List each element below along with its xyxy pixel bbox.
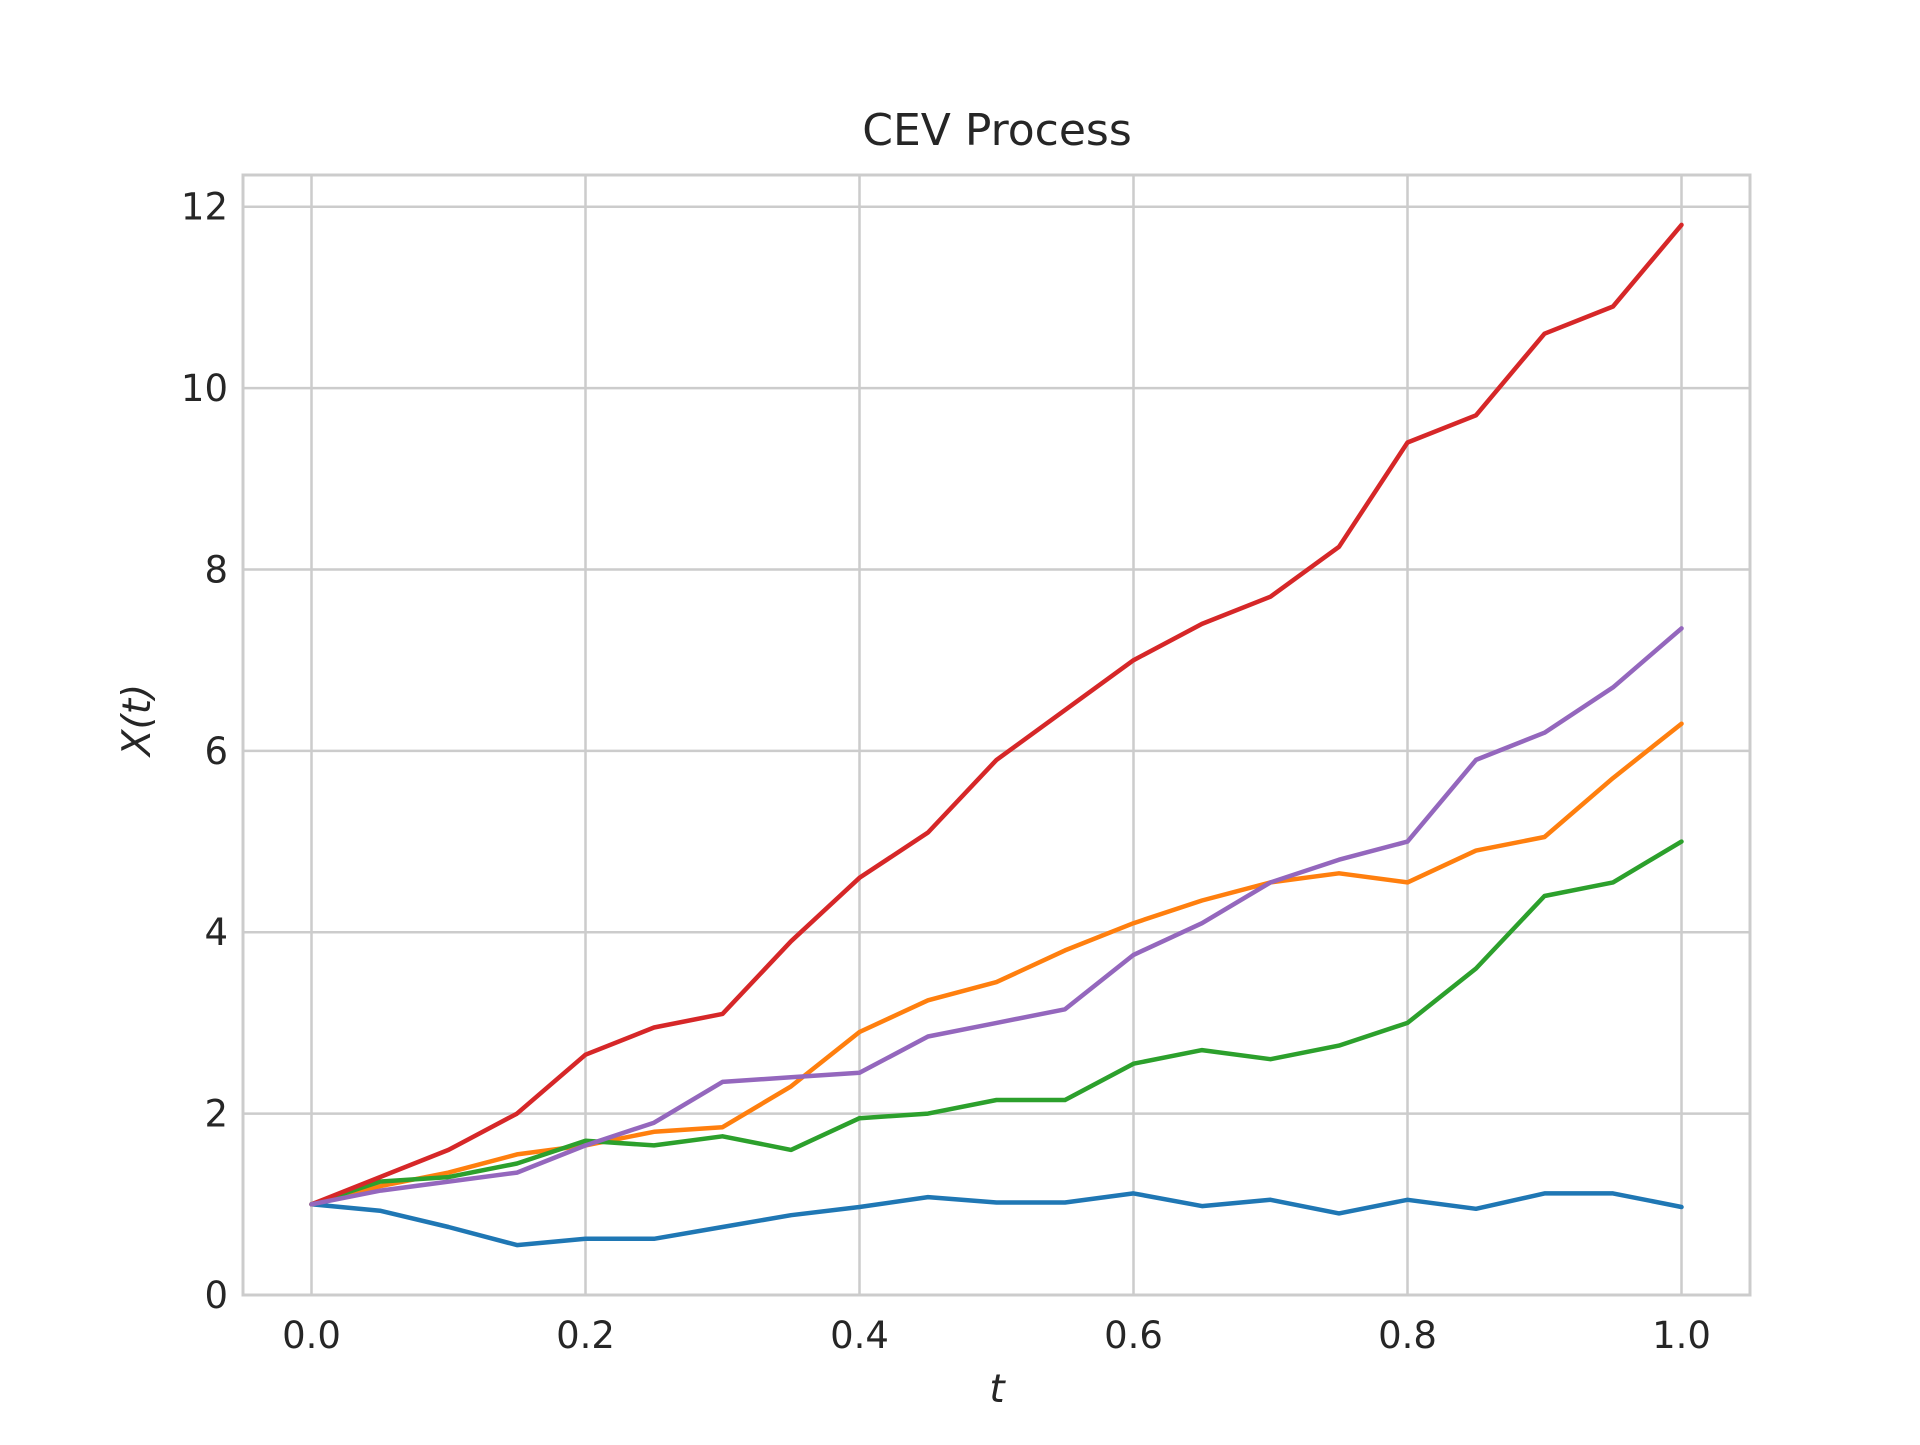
series-line-4 <box>309 222 1684 1207</box>
x-tick-label: 1.0 <box>1652 1314 1711 1357</box>
y-tick-label: 10 <box>181 367 228 410</box>
series-lines <box>309 222 1684 1248</box>
series-line-2 <box>309 721 1684 1207</box>
x-axis-label: t <box>989 1367 1006 1412</box>
x-tick-labels: 0.0 0.2 0.4 0.6 0.8 1.0 <box>282 1314 1711 1357</box>
y-tick-label: 4 <box>204 911 228 954</box>
x-tick-label: 0.8 <box>1378 1314 1437 1357</box>
chart-title: CEV Process <box>862 105 1132 156</box>
y-tick-label: 6 <box>204 730 228 773</box>
y-tick-labels: 0 2 4 6 8 10 12 <box>181 186 228 1317</box>
y-tick-label: 2 <box>204 1093 228 1136</box>
x-tick-label: 0.6 <box>1104 1314 1163 1357</box>
y-axis-label: X(t) <box>115 684 160 758</box>
x-tick-label: 0.2 <box>556 1314 615 1357</box>
series-line-5 <box>309 626 1684 1207</box>
plot-frame <box>241 173 1752 1297</box>
x-tick-label: 0.0 <box>282 1314 341 1357</box>
y-tick-label: 12 <box>181 186 228 229</box>
series-line-1 <box>309 1191 1684 1248</box>
y-tick-label: 8 <box>204 548 228 591</box>
y-tick-label: 0 <box>204 1274 228 1317</box>
x-tick-label: 0.4 <box>830 1314 889 1357</box>
series-line-3 <box>309 839 1684 1207</box>
